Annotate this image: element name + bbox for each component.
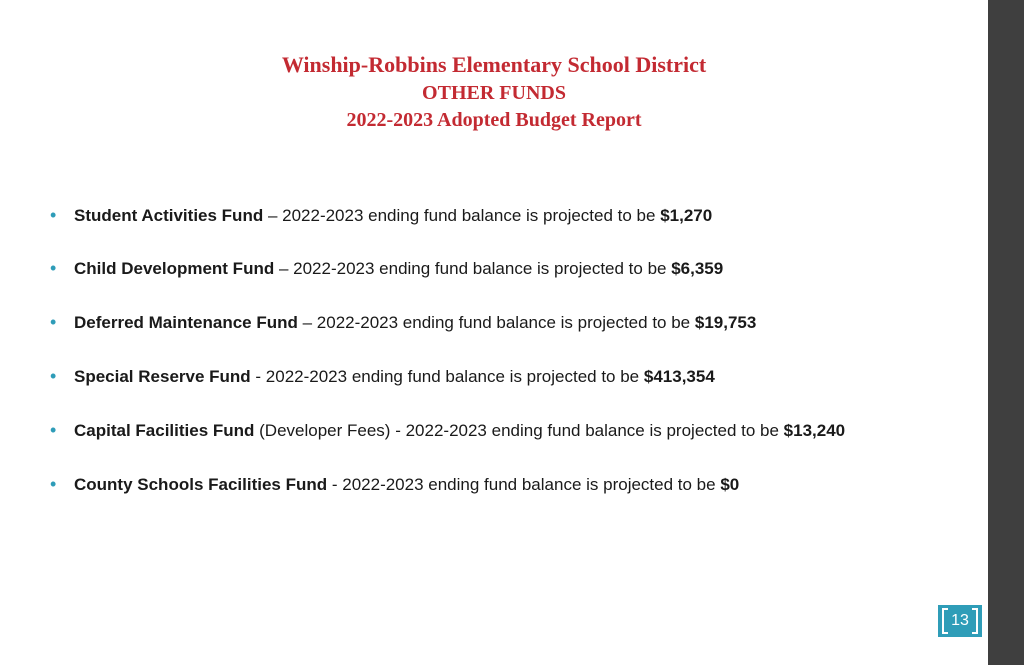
fund-desc: 2022-2023 ending fund balance is project… (317, 313, 695, 332)
list-item: Child Development Fund – 2022-2023 endin… (46, 257, 948, 281)
fund-amount: $19,753 (695, 313, 756, 332)
fund-paren: (Developer Fees) (254, 421, 390, 440)
fund-amount: $6,359 (671, 259, 723, 278)
title-line-3: 2022-2023 Adopted Budget Report (40, 107, 948, 134)
fund-name: Child Development Fund (74, 259, 274, 278)
title-line-2: OTHER FUNDS (40, 80, 948, 107)
fund-desc: 2022-2023 ending fund balance is project… (406, 421, 784, 440)
slide-title: Winship-Robbins Elementary School Distri… (40, 50, 948, 134)
fund-sep: - (251, 367, 266, 386)
fund-desc: 2022-2023 ending fund balance is project… (282, 206, 660, 225)
fund-amount: $413,354 (644, 367, 715, 386)
fund-sep: – (263, 206, 282, 225)
right-accent-band (988, 0, 1024, 665)
list-item: Capital Facilities Fund (Developer Fees)… (46, 419, 948, 443)
fund-amount: $1,270 (660, 206, 712, 225)
fund-desc: 2022-2023 ending fund balance is project… (342, 475, 720, 494)
fund-sep: – (298, 313, 317, 332)
list-item: Student Activities Fund – 2022-2023 endi… (46, 204, 948, 228)
list-item: Special Reserve Fund - 2022-2023 ending … (46, 365, 948, 389)
fund-amount: $13,240 (784, 421, 845, 440)
fund-name: Deferred Maintenance Fund (74, 313, 298, 332)
fund-amount: $0 (720, 475, 739, 494)
funds-list: Student Activities Fund – 2022-2023 endi… (40, 204, 948, 497)
bracket-right-icon (972, 608, 978, 634)
list-item: Deferred Maintenance Fund – 2022-2023 en… (46, 311, 948, 335)
fund-name: Student Activities Fund (74, 206, 263, 225)
fund-sep: - (327, 475, 342, 494)
fund-desc: 2022-2023 ending fund balance is project… (266, 367, 644, 386)
fund-name: Special Reserve Fund (74, 367, 251, 386)
fund-sep: – (274, 259, 293, 278)
bracket-left-icon (942, 608, 948, 634)
title-line-1: Winship-Robbins Elementary School Distri… (40, 50, 948, 80)
fund-sep: - (390, 421, 405, 440)
slide-content: Winship-Robbins Elementary School Distri… (0, 0, 988, 665)
page-number-badge: 13 (938, 605, 982, 637)
page-number: 13 (951, 612, 969, 630)
fund-desc: 2022-2023 ending fund balance is project… (293, 259, 671, 278)
list-item: County Schools Facilities Fund - 2022-20… (46, 473, 948, 497)
fund-name: County Schools Facilities Fund (74, 475, 327, 494)
fund-name: Capital Facilities Fund (74, 421, 254, 440)
